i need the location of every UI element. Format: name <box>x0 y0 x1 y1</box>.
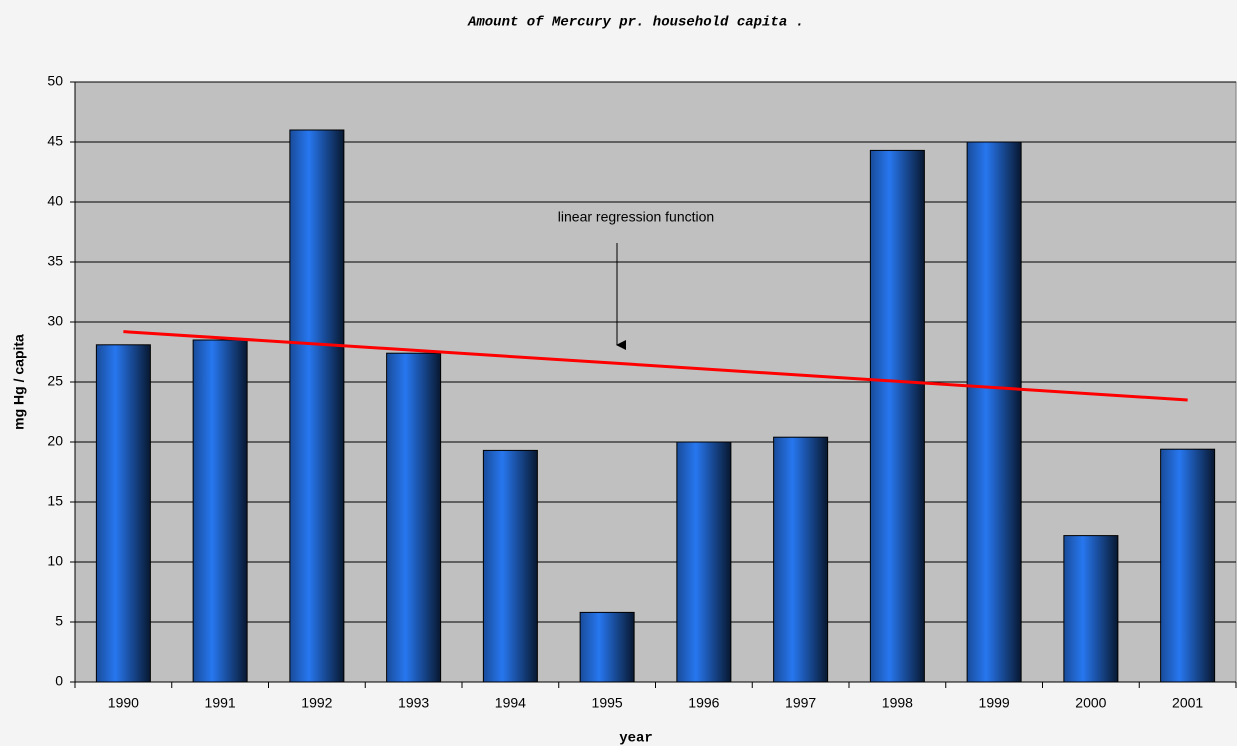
grid <box>70 81 1237 688</box>
y-tick-label: 40 <box>47 193 63 209</box>
overlay <box>123 330 1188 402</box>
y-tick-label: 25 <box>47 373 63 389</box>
x-tick-label: 1997 <box>785 695 816 711</box>
annotation: linear regression function <box>558 209 714 225</box>
bar <box>1160 448 1216 683</box>
x-axis-label: year <box>619 731 653 746</box>
y-tick-label: 50 <box>47 73 63 89</box>
y-tick-label: 35 <box>47 253 63 269</box>
y-tick-label: 15 <box>47 493 63 509</box>
chart-title: Amount of Mercury pr. household capita . <box>467 15 804 31</box>
bars <box>95 129 1216 683</box>
y-tick-label: 5 <box>55 613 63 629</box>
x-tick-label: 1992 <box>301 695 332 711</box>
y-tick-label: 20 <box>47 433 63 449</box>
bar <box>289 129 345 683</box>
bar <box>386 352 442 683</box>
y-tick-label: 10 <box>47 553 63 569</box>
x-tick-label: 1998 <box>882 695 913 711</box>
bar <box>95 344 151 683</box>
bar <box>579 611 635 683</box>
y-tick-label: 0 <box>55 673 63 689</box>
x-tick-label: 1995 <box>592 695 623 711</box>
bar <box>676 441 732 683</box>
y-tick-label: 30 <box>47 313 63 329</box>
x-tick-label: 1993 <box>398 695 429 711</box>
bar <box>192 339 248 683</box>
y-axis-label: mg Hg / capita <box>11 334 27 430</box>
y-tick-label: 45 <box>47 133 63 149</box>
x-tick-label: 1999 <box>979 695 1010 711</box>
x-tick-label: 1991 <box>205 695 236 711</box>
x-tick-label: 2000 <box>1075 695 1106 711</box>
bar <box>966 141 1022 683</box>
trend-line <box>123 330 1188 402</box>
bar <box>869 149 925 683</box>
bar <box>482 449 538 683</box>
x-tick-label: 1994 <box>495 695 526 711</box>
x-tick-label: 1990 <box>108 695 139 711</box>
x-tick-label: 2001 <box>1172 695 1203 711</box>
bar <box>1063 535 1119 683</box>
x-tick-label: 1996 <box>688 695 719 711</box>
bar <box>773 436 829 683</box>
